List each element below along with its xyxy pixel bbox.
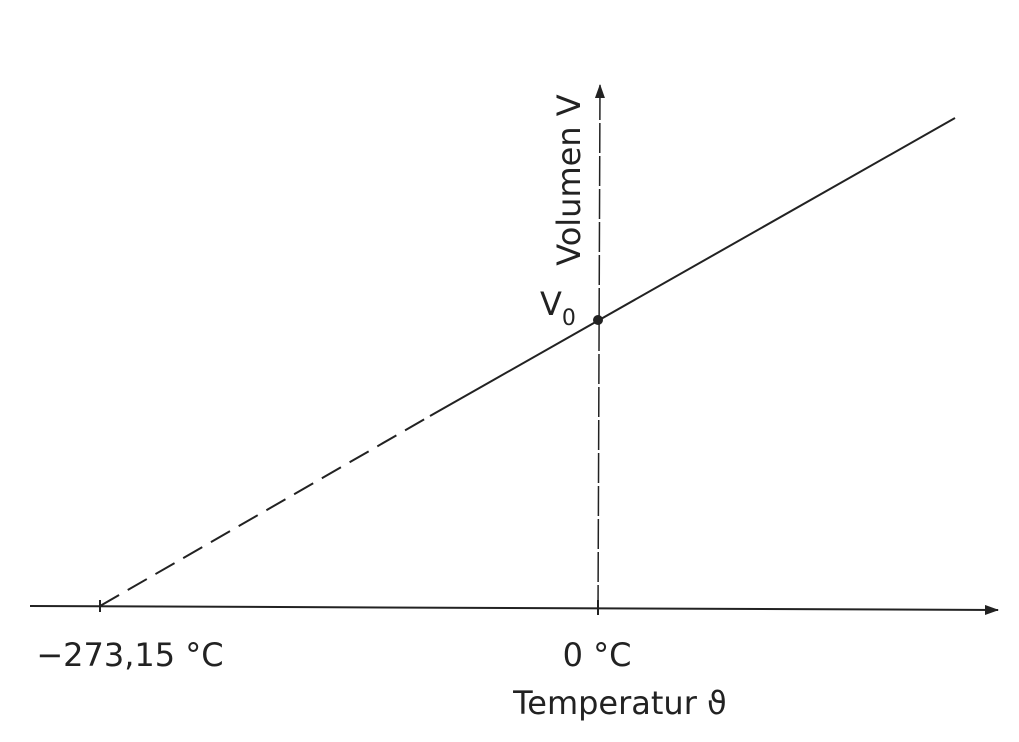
point-label: V0 — [540, 285, 576, 331]
extrapolated-line — [99, 415, 431, 607]
x-axis-label: Temperatur ϑ — [512, 684, 727, 722]
point-label-main: V — [540, 285, 562, 323]
y-axis — [594, 84, 605, 616]
x-tick-label: 0 °C — [563, 636, 632, 674]
point-label-sub: 0 — [562, 306, 576, 331]
x-axis — [29, 604, 999, 615]
volume-line — [429, 117, 956, 417]
x-tick-label: −273,15 °C — [36, 636, 223, 674]
y-axis-label: Volumen V — [550, 94, 588, 265]
v0-point — [593, 315, 603, 325]
